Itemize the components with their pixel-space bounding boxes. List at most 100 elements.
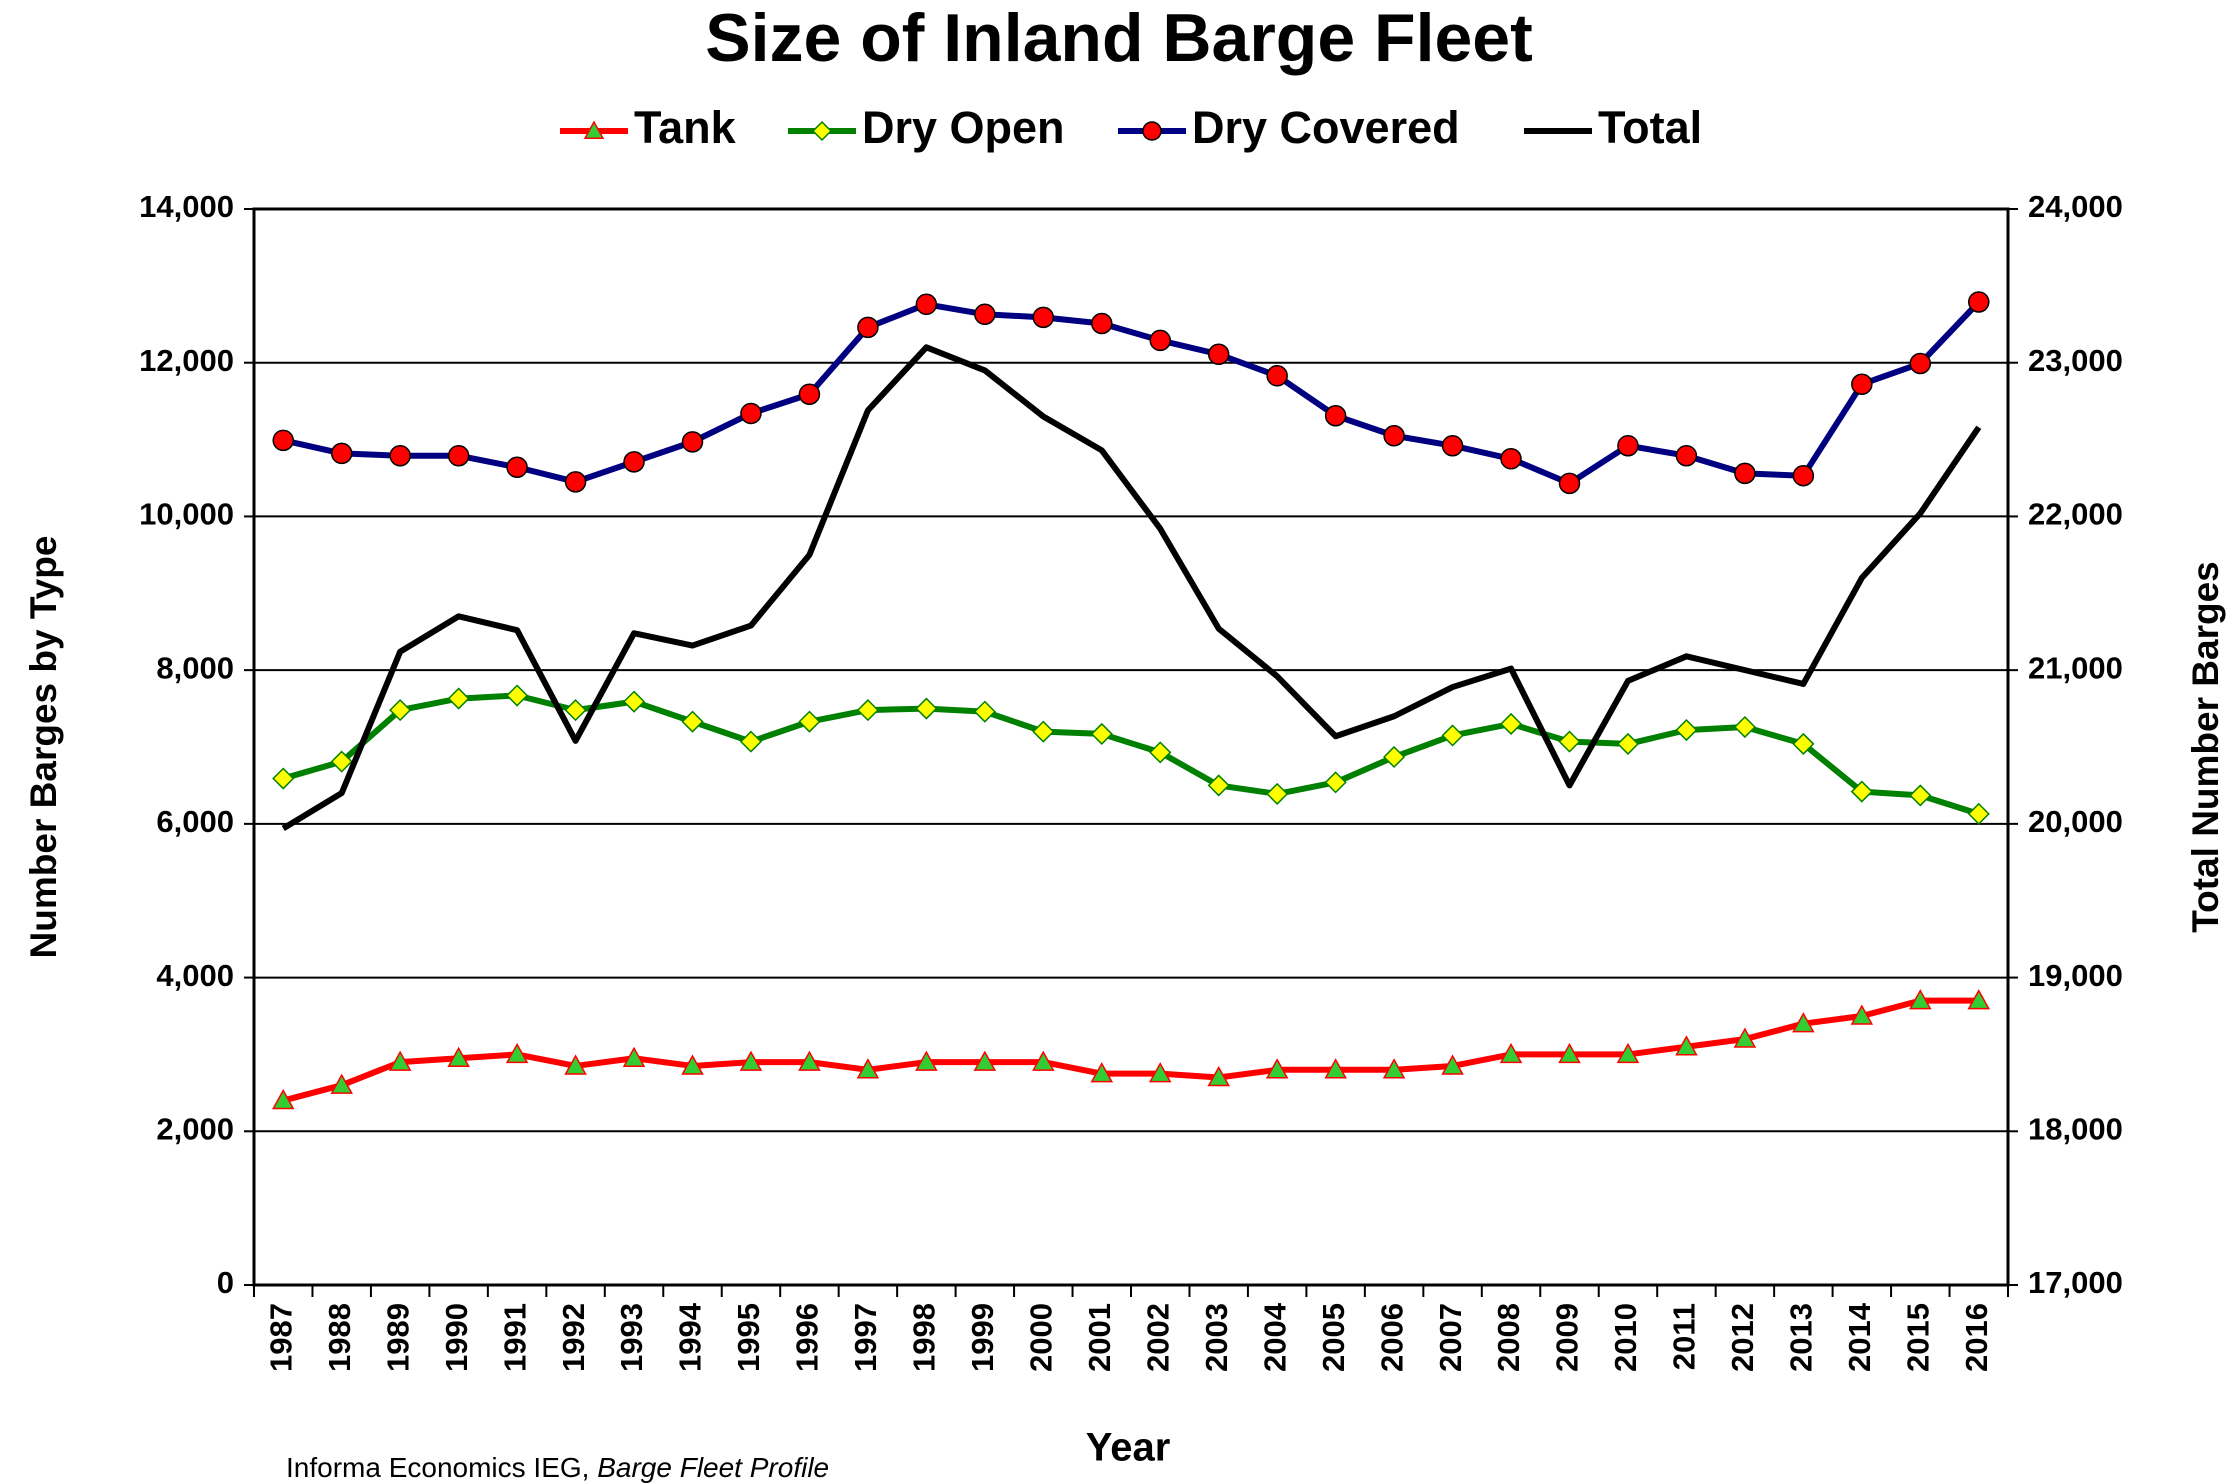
- data-point: [1851, 373, 1873, 395]
- x-tick-label: 2006: [1374, 1303, 1409, 1372]
- data-point: [915, 1050, 938, 1071]
- data-point: [389, 444, 411, 467]
- data-point: [1207, 1065, 1230, 1087]
- x-tick-label: 2000: [1023, 1303, 1058, 1372]
- data-point: [622, 1046, 646, 1068]
- y2-tick-label: 24,000: [2028, 189, 2123, 224]
- data-point: [739, 730, 763, 753]
- legend-marker: [1142, 121, 1162, 141]
- x-tick-label: 1998: [907, 1303, 942, 1372]
- data-point: [915, 697, 938, 720]
- legend-label: Dry Open: [862, 102, 1065, 153]
- data-point: [1675, 444, 1698, 467]
- data-point: [1324, 771, 1347, 794]
- data-point: [1616, 1042, 1640, 1064]
- x-tick-label: 2004: [1257, 1302, 1292, 1372]
- data-point: [447, 687, 470, 710]
- data-point: [1500, 448, 1522, 470]
- data-point: [681, 431, 704, 453]
- data-point: [623, 451, 645, 473]
- y-tick-label: 14,000: [139, 189, 234, 224]
- x-tick-label: 2010: [1608, 1303, 1643, 1372]
- x-tick-label: 1993: [614, 1303, 649, 1372]
- legend-marker: [811, 120, 833, 142]
- data-point: [1383, 745, 1406, 769]
- data-point: [272, 429, 294, 452]
- x-tick-label: 1989: [380, 1303, 415, 1372]
- x-tick-label: 2012: [1725, 1303, 1760, 1372]
- data-point: [1383, 424, 1405, 447]
- data-point: [856, 1058, 880, 1079]
- data-point: [1499, 712, 1523, 736]
- data-point: [447, 1046, 470, 1068]
- legend-label: Total: [1598, 102, 1702, 153]
- data-point: [1968, 291, 1990, 313]
- legend-marker: [583, 120, 605, 139]
- y-tick-label: 0: [217, 1265, 234, 1300]
- data-point: [1032, 1050, 1055, 1071]
- data-point: [1382, 1058, 1406, 1079]
- x-tick-label: 2007: [1433, 1303, 1468, 1372]
- y2-tick-label: 19,000: [2028, 958, 2123, 993]
- source-text: Informa Economics IEG,: [286, 1452, 589, 1483]
- data-point: [1149, 329, 1171, 352]
- data-point: [1675, 1035, 1698, 1056]
- data-point: [1324, 1058, 1347, 1079]
- data-point: [739, 1050, 763, 1071]
- data-point: [1616, 732, 1640, 755]
- y-tick-label: 8,000: [156, 650, 234, 685]
- data-point: [330, 1073, 353, 1094]
- x-tick-label: 2001: [1082, 1303, 1117, 1372]
- data-point: [1792, 732, 1815, 755]
- x-tick-label: 2002: [1140, 1303, 1175, 1372]
- series-line: [282, 997, 1979, 1104]
- y-tick-label: 10,000: [139, 497, 234, 532]
- data-point: [330, 442, 353, 465]
- x-tick-label: 1988: [322, 1303, 357, 1372]
- data-point: [740, 402, 762, 425]
- x-axis-title: Year: [1086, 1426, 1171, 1470]
- data-point: [973, 700, 996, 723]
- data-point: [798, 710, 821, 733]
- x-tick-label: 1999: [965, 1303, 1000, 1372]
- y-tick-label: 2,000: [156, 1111, 234, 1146]
- data-point: [1558, 730, 1581, 753]
- y2-tick-label: 21,000: [2028, 650, 2123, 685]
- data-point: [1148, 1062, 1172, 1083]
- x-tick-label: 2014: [1842, 1302, 1877, 1372]
- data-point: [1441, 724, 1464, 747]
- data-point: [1032, 720, 1055, 743]
- data-point: [1499, 1042, 1523, 1064]
- data-point: [1032, 306, 1055, 329]
- data-point: [1441, 1054, 1464, 1075]
- data-point: [1149, 741, 1172, 764]
- data-point: [1909, 784, 1932, 807]
- data-point: [1324, 404, 1347, 427]
- data-point: [1091, 312, 1113, 335]
- series-line: [281, 344, 1982, 832]
- x-tick-label: 1996: [790, 1303, 825, 1372]
- x-tick-label: 1987: [263, 1303, 298, 1372]
- y-tick-label: 4,000: [156, 958, 234, 993]
- x-tick-label: 1990: [439, 1303, 474, 1372]
- data-point: [1733, 1027, 1757, 1048]
- x-tick-label: 1992: [556, 1303, 591, 1372]
- y2-axis-title: Total Number Barges: [2185, 561, 2226, 932]
- x-tick-label: 1995: [731, 1303, 766, 1372]
- data-point: [1207, 343, 1230, 366]
- y-tick-label: 12,000: [139, 343, 234, 378]
- y-axis-title: Number Barges by Type: [23, 536, 64, 959]
- data-point: [857, 316, 879, 339]
- x-tick-label: 2015: [1900, 1303, 1935, 1372]
- data-point: [1558, 472, 1581, 495]
- data-point: [272, 767, 295, 790]
- legend-label: Dry Covered: [1192, 102, 1460, 153]
- y2-tick-label: 22,000: [2028, 497, 2123, 532]
- data-point: [974, 303, 996, 326]
- data-point: [271, 1088, 295, 1110]
- data-point: [1909, 989, 1932, 1010]
- y2-tick-label: 17,000: [2028, 1265, 2123, 1300]
- data-point: [1734, 462, 1756, 485]
- data-point: [798, 1050, 821, 1071]
